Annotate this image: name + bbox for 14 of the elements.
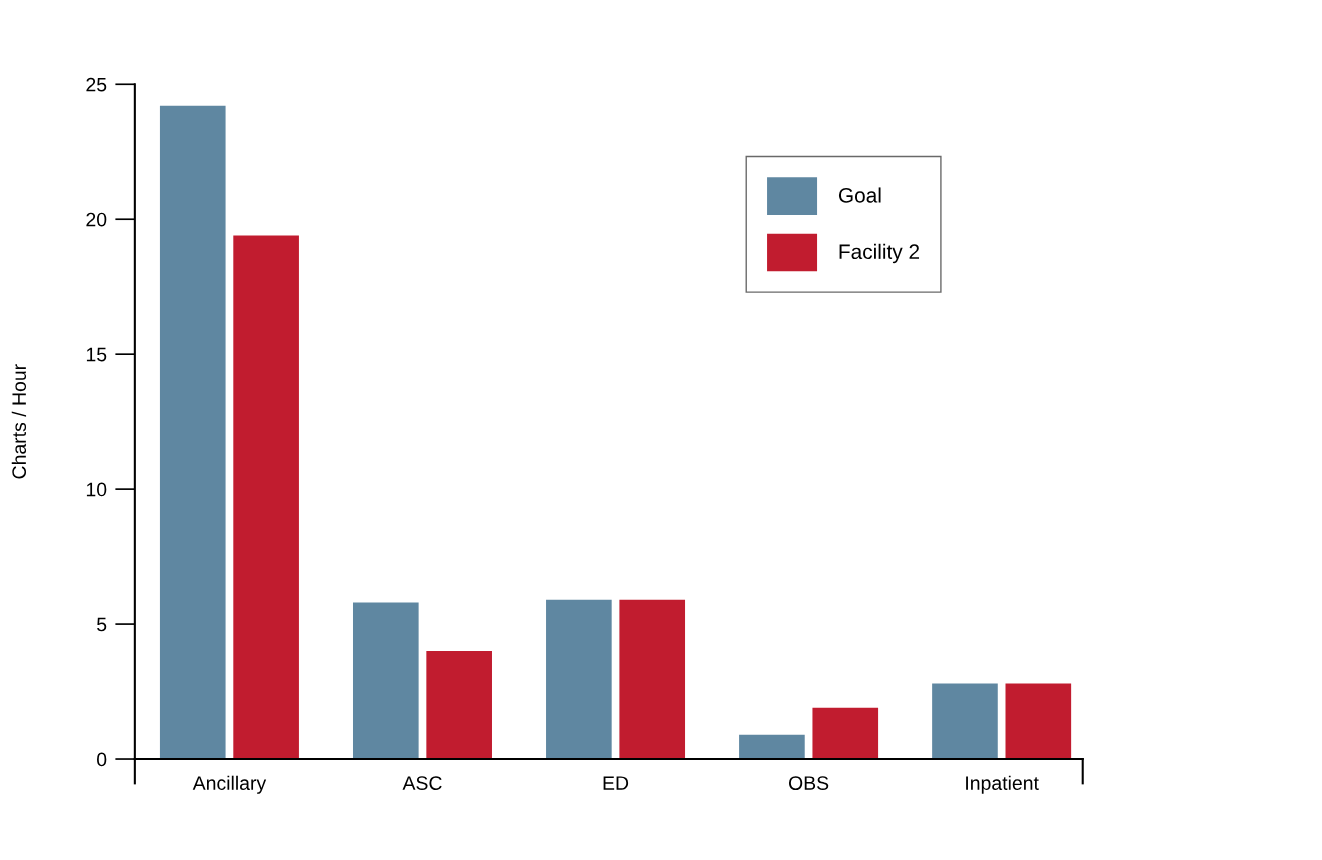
y-tick-label: 20 [86, 212, 107, 227]
x-tick-label: Inpatient [966, 775, 1039, 794]
legend-label: Facility 2 [839, 243, 920, 264]
y-tick-label: 5 [97, 617, 107, 632]
legend-label: Goal [838, 187, 881, 203]
y-tick-label: 0 [97, 752, 107, 767]
x-tick-label: Ancillary [192, 775, 267, 794]
x-tick-label: ED [603, 776, 629, 790]
x-tick-label: ASC [402, 776, 442, 790]
y-tick-label: 10 [86, 482, 107, 497]
y-axis-title: Charts / Hour [11, 364, 27, 479]
y-tick-label: 15 [86, 347, 107, 362]
x-tick-label: OBS [788, 776, 829, 790]
y-tick-label: 25 [86, 77, 107, 92]
